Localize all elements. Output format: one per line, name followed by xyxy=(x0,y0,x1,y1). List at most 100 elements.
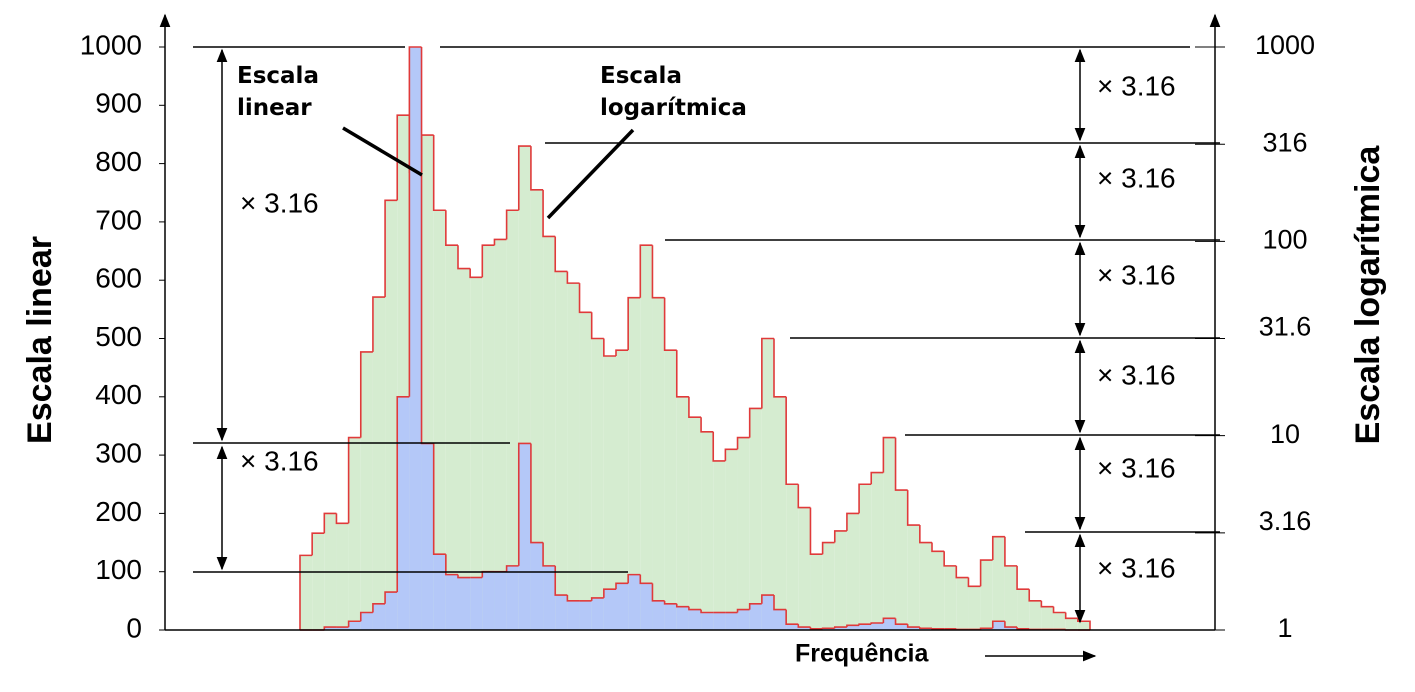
bar-edge xyxy=(603,588,616,598)
bar-edge xyxy=(445,210,458,247)
bar-edge xyxy=(833,626,847,629)
log-label: Escala logarítmica xyxy=(600,63,747,121)
factor-label: × 3.16 xyxy=(240,445,319,476)
factor-label: × 3.16 xyxy=(1097,452,1176,483)
bar-edge xyxy=(542,542,556,567)
bar xyxy=(1065,618,1078,630)
y-tick-label: 300 xyxy=(95,437,142,468)
bar xyxy=(372,297,386,630)
y-tick-label: 600 xyxy=(95,263,142,294)
bar-edge xyxy=(773,595,787,611)
bar-edge xyxy=(773,338,787,398)
bar xyxy=(385,592,398,630)
bar xyxy=(591,338,604,630)
bar xyxy=(846,513,860,630)
pointer xyxy=(546,128,635,220)
bar-edge xyxy=(627,296,641,351)
bar-edge xyxy=(639,574,653,585)
bar xyxy=(1004,627,1018,630)
y2-tick-label: 100 xyxy=(1262,224,1307,254)
bar xyxy=(458,577,471,630)
linear-label: Escala linear xyxy=(237,63,319,121)
bar-edge xyxy=(858,483,872,514)
bar xyxy=(919,628,932,630)
bar xyxy=(932,551,945,630)
bar-edge xyxy=(906,490,920,526)
bar xyxy=(567,600,580,630)
pointer xyxy=(342,126,423,177)
bar-edge xyxy=(688,606,702,611)
bar xyxy=(846,625,860,630)
bar xyxy=(348,621,361,630)
bar xyxy=(1029,600,1042,630)
bar xyxy=(506,210,519,631)
bar xyxy=(676,606,689,630)
bar-edge xyxy=(906,624,920,628)
bar-edge xyxy=(554,236,568,273)
bar xyxy=(737,609,750,630)
bar-edge xyxy=(1016,565,1030,590)
bar-edge xyxy=(1052,606,1066,614)
y-tick-label: 0 xyxy=(126,612,142,643)
factor-label: × 3.16 xyxy=(240,187,319,218)
bar xyxy=(470,577,483,630)
bar-edge xyxy=(919,627,932,630)
bar xyxy=(1004,565,1018,630)
bar-edge xyxy=(882,617,896,624)
bar xyxy=(907,627,920,630)
bar xyxy=(652,600,665,630)
factor-label: × 3.16 xyxy=(1097,359,1176,390)
bar-edge xyxy=(603,338,616,357)
bar xyxy=(433,210,446,631)
bar-edge xyxy=(530,443,544,544)
bar-edge xyxy=(991,535,1005,561)
y-tick-label: 800 xyxy=(95,146,142,177)
bar xyxy=(360,612,373,630)
bar-edge xyxy=(761,337,774,409)
bar-edge xyxy=(1004,621,1018,628)
bar-edge xyxy=(979,627,993,630)
bar xyxy=(494,571,507,630)
bar xyxy=(555,271,568,630)
bar xyxy=(980,628,993,630)
bar xyxy=(336,523,349,630)
bar-edge xyxy=(833,530,847,543)
bar xyxy=(555,595,568,630)
bar-edge xyxy=(505,209,519,240)
bar xyxy=(1041,606,1054,630)
bar-edge xyxy=(1040,600,1054,608)
bar-edge xyxy=(748,407,762,438)
bar-edge xyxy=(396,114,410,201)
bar-edge xyxy=(894,437,908,491)
bar xyxy=(968,586,981,630)
bar xyxy=(725,449,738,630)
bar-edge xyxy=(347,436,361,524)
bar-edge xyxy=(931,628,945,630)
bar xyxy=(385,200,398,631)
bar xyxy=(530,542,544,630)
bar xyxy=(737,437,750,630)
bar-edge xyxy=(627,573,641,584)
factor-label: × 3.16 xyxy=(1097,70,1176,101)
bar-edge xyxy=(1016,627,1030,630)
y2-tick-label: 31.6 xyxy=(1259,312,1312,342)
bar-edge xyxy=(870,471,884,485)
bar xyxy=(543,236,556,630)
bar xyxy=(494,239,507,630)
bar xyxy=(871,472,884,630)
bar xyxy=(1077,621,1090,630)
bar-edge xyxy=(700,609,714,614)
bar-edge xyxy=(299,554,313,630)
y-tick-label: 500 xyxy=(95,321,142,352)
bar-edge xyxy=(517,145,531,211)
y2-tick-label: 1 xyxy=(1277,613,1292,643)
bar xyxy=(992,621,1005,630)
bar-edge xyxy=(432,135,446,212)
bar xyxy=(397,396,410,630)
bar-edge xyxy=(384,591,398,604)
bar-edge xyxy=(821,627,835,630)
bar xyxy=(774,396,787,630)
bar xyxy=(664,603,677,630)
bar-edge xyxy=(675,350,689,398)
